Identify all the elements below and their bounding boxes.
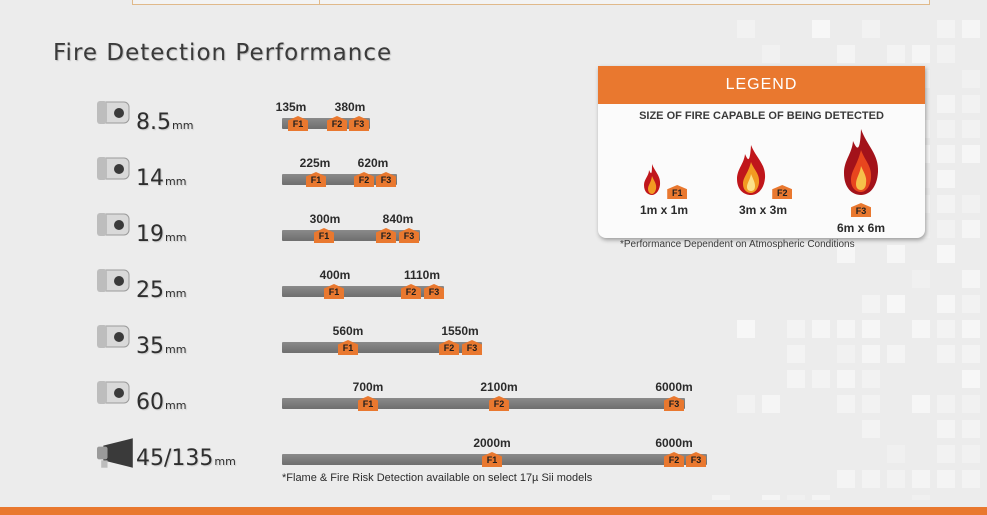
medium-flame-icon: [736, 145, 765, 195]
ptz-camera-icon: [97, 438, 133, 468]
bullet-camera-icon: [97, 213, 130, 236]
detection-range-bar: [282, 286, 444, 297]
lens-size: 45/135mm: [136, 446, 236, 471]
f2-size: 3m x 3m: [738, 203, 788, 217]
bullet-camera-icon: [97, 381, 130, 404]
f1-distance-label: 135m: [275, 100, 307, 114]
f2-marker: F2: [376, 228, 396, 243]
lens-size: 19mm: [136, 222, 187, 247]
lens-row-14mm: 14mm 225m 620m F1 F2 F3: [0, 152, 987, 208]
lens-row-45-135mm: 45/135mm 2000m 6000m F1 F2 F3: [0, 432, 987, 488]
f2-distance-label: 6000m: [655, 436, 693, 450]
legend-panel: LEGEND SIZE OF FIRE CAPABLE OF BEING DET…: [598, 66, 925, 238]
f1-distance-label: 700m: [352, 380, 384, 394]
f1-marker: F1: [324, 284, 344, 299]
f3-marker: F3: [376, 172, 396, 187]
f3-size: 6m x 6m: [836, 221, 886, 235]
f1-distance-label: 400m: [319, 268, 351, 282]
f1-marker: F1: [314, 228, 334, 243]
detection-range-bar: [282, 118, 370, 129]
f1-tag: F1: [667, 185, 688, 199]
f2-distance-label: 1110m: [403, 268, 441, 282]
f2-distance-label: 620m: [357, 156, 389, 170]
f3-marker: F3: [686, 452, 706, 467]
f1-distance-label: 225m: [299, 156, 331, 170]
f1-distance-label: 560m: [332, 324, 364, 338]
f2-marker: F2: [489, 396, 509, 411]
bullet-camera-icon: [97, 269, 130, 292]
f3-distance-label: 6000m: [655, 380, 693, 394]
lens-size: 35mm: [136, 334, 187, 359]
bullet-camera-icon: [97, 157, 130, 180]
bullet-camera-icon: [97, 101, 130, 124]
f2-marker: F2: [327, 116, 347, 131]
footnote: *Flame & Fire Risk Detection available o…: [282, 472, 593, 484]
f2-marker: F2: [354, 172, 374, 187]
lens-row-35mm: 35mm 560m 1550m F1 F2 F3: [0, 320, 987, 376]
detection-range-bar: [282, 398, 685, 409]
detection-range-bar: [282, 230, 420, 241]
f3-marker: F3: [664, 396, 684, 411]
page-title: Fire Detection Performance: [53, 40, 393, 66]
f2-marker: F2: [664, 452, 684, 467]
legend-heading: LEGEND: [598, 66, 925, 104]
lens-size: 25mm: [136, 278, 187, 303]
lens-row-25mm: 25mm 400m 1110m F1 F2 F3: [0, 264, 987, 320]
f2-distance-label: 380m: [334, 100, 366, 114]
legend-item-f2: F2 3m x 3m: [733, 144, 793, 217]
f2-distance-label: 1550m: [441, 324, 479, 338]
bullet-camera-icon: [97, 325, 130, 348]
lens-row-19mm: 19mm 300m 840m F1 F2 F3: [0, 208, 987, 264]
f3-tag: F3: [851, 203, 871, 217]
detection-range-bar: [282, 174, 397, 185]
f2-marker: F2: [401, 284, 421, 299]
f1-marker: F1: [288, 116, 308, 131]
top-table-edge: [132, 0, 930, 5]
f2-distance-label: 840m: [382, 212, 414, 226]
f1-size: 1m x 1m: [639, 203, 689, 217]
f3-marker: F3: [462, 340, 482, 355]
f2-distance-label: 2100m: [480, 380, 518, 394]
lens-row-8-5mm: 8.5mm 135m 380m F1 F2 F3: [0, 96, 987, 152]
small-flame-icon: [643, 164, 660, 195]
f1-distance-label: 300m: [309, 212, 341, 226]
legend-note: *Performance Dependent on Atmospheric Co…: [620, 239, 855, 250]
f2-marker: F2: [439, 340, 459, 355]
f1-marker: F1: [482, 452, 502, 467]
f3-marker: F3: [349, 116, 369, 131]
legend-item-f3: F3 6m x 6m: [831, 128, 891, 235]
f1-distance-label: 2000m: [473, 436, 511, 450]
lens-size: 14mm: [136, 166, 187, 191]
large-flame-icon: [844, 129, 879, 195]
lens-row-60mm: 60mm 700m 2100m 6000m F1 F2 F3: [0, 376, 987, 432]
legend-item-f1: F1 1m x 1m: [638, 162, 690, 217]
lens-size: 8.5mm: [136, 110, 194, 135]
f1-marker: F1: [306, 172, 326, 187]
detection-range-bar: [282, 342, 482, 353]
f3-marker: F3: [399, 228, 419, 243]
bottom-accent-bar: [0, 507, 987, 515]
f2-tag: F2: [772, 185, 793, 199]
legend-subheading: SIZE OF FIRE CAPABLE OF BEING DETECTED: [639, 110, 884, 122]
f1-marker: F1: [358, 396, 378, 411]
f3-marker: F3: [424, 284, 444, 299]
f1-marker: F1: [338, 340, 358, 355]
lens-size: 60mm: [136, 390, 187, 415]
